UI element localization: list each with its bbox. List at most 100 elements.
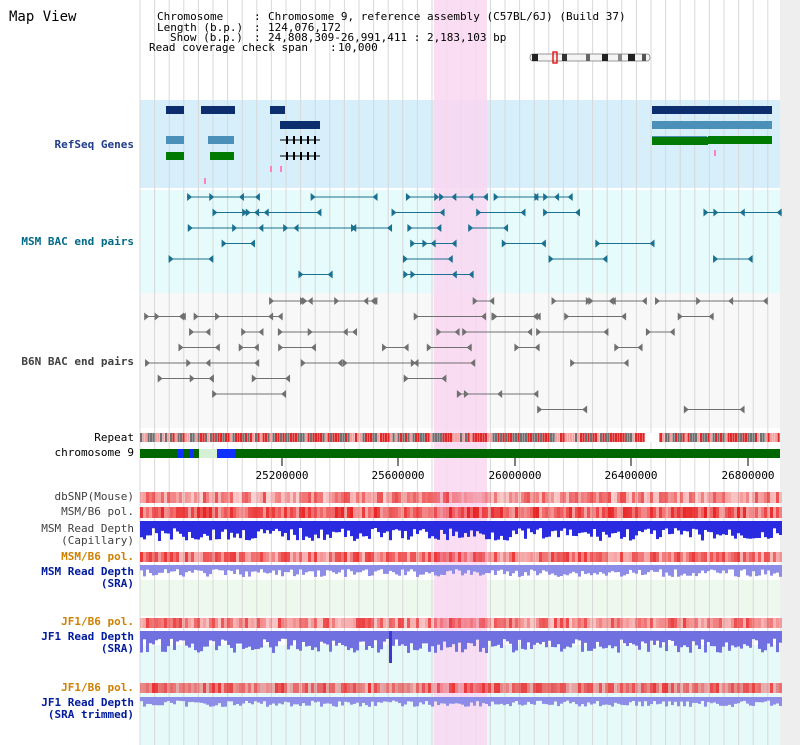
repeat-mark <box>402 433 405 442</box>
repeat-mark <box>217 433 220 442</box>
repeat-mark <box>532 433 535 442</box>
repeat-mark <box>185 433 188 442</box>
polymorphism-mark <box>179 618 182 628</box>
polymorphism-mark <box>410 618 413 628</box>
polymorphism-mark <box>764 618 767 628</box>
read-depth-jf1-trimmed-bar <box>761 697 764 703</box>
read-depth-capillary-bar <box>641 521 644 533</box>
read-depth-jf1-sra-bar <box>752 631 755 640</box>
polymorphism-mark <box>458 618 461 628</box>
repeat-mark <box>422 433 425 442</box>
read-depth-jf1-sra-bar <box>311 631 314 651</box>
read-depth-capillary-bar <box>494 521 497 541</box>
polymorphism-mark <box>686 552 689 562</box>
polymorphism-mark <box>440 618 443 628</box>
polymorphism-mark <box>467 552 470 562</box>
polymorphism-mark <box>695 618 698 628</box>
polymorphism-mark <box>215 552 218 562</box>
read-depth-capillary-bar <box>686 521 689 532</box>
read-depth-jf1-sra-bar <box>551 631 554 647</box>
polymorphism-mark <box>500 552 503 562</box>
msm-bac-pair-end <box>298 270 304 279</box>
read-depth-msm-sra-bar <box>329 565 332 571</box>
repeat-mark <box>410 433 413 442</box>
read-depth-capillary-bar <box>620 521 623 539</box>
read-depth-capillary-bar <box>437 521 440 540</box>
polymorphism-mark <box>320 507 323 518</box>
repeat-mark <box>695 433 698 442</box>
read-depth-jf1-sra-bar <box>770 631 773 647</box>
polymorphism-mark <box>236 552 239 562</box>
read-depth-jf1-sra-bar <box>527 631 530 643</box>
read-depth-msm-sra-bar <box>473 565 476 572</box>
read-depth-msm-sra-bar <box>314 565 317 577</box>
polymorphism-mark <box>422 552 425 562</box>
polymorphism-mark <box>686 507 689 518</box>
polymorphism-mark <box>329 552 332 562</box>
read-depth-jf1-trimmed-bar <box>176 697 179 701</box>
read-depth-msm-sra-bar <box>395 565 398 575</box>
polymorphism-mark <box>221 552 224 562</box>
track-label-b6n-bac[interactable]: B6N BAC end pairs <box>21 355 134 368</box>
read-depth-capillary-bar <box>464 521 467 534</box>
repeat-mark <box>225 433 228 442</box>
polymorphism-mark <box>428 618 431 628</box>
polymorphism-mark <box>356 552 359 562</box>
read-depth-jf1-trimmed-bar <box>308 697 311 706</box>
polymorphism-mark <box>374 507 377 518</box>
read-depth-jf1-sra-bar <box>749 631 752 648</box>
read-depth-msm-sra-bar <box>455 565 458 570</box>
polymorphism-mark <box>266 507 269 518</box>
polymorphism-mark <box>326 683 329 693</box>
polymorphism-mark <box>548 507 551 518</box>
repeat-mark <box>720 433 723 442</box>
polymorphism-mark <box>515 507 518 518</box>
msm-bac-pair-end <box>451 239 457 248</box>
read-depth-jf1-sra-bar <box>374 631 377 641</box>
polymorphism-mark <box>461 683 464 693</box>
polymorphism-mark <box>767 552 770 562</box>
polymorphism-mark <box>557 507 560 518</box>
polymorphism-mark <box>719 618 722 628</box>
read-depth-jf1-sra-bar <box>689 631 692 653</box>
polymorphism-mark <box>272 683 275 693</box>
repeat-mark <box>777 433 780 442</box>
read-depth-msm-sra-bar <box>377 565 380 571</box>
read-depth-msm-sra-bar <box>593 565 596 574</box>
read-depth-msm-sra-bar <box>245 565 248 572</box>
read-depth-jf1-sra-bar <box>281 631 284 639</box>
read-depth-jf1-trimmed-bar <box>587 697 590 703</box>
read-depth-jf1-trimmed-bar <box>500 697 503 704</box>
polymorphism-mark <box>185 492 188 503</box>
read-depth-jf1-sra-bar <box>641 631 644 642</box>
polymorphism-mark <box>155 507 158 518</box>
read-depth-capillary-bar <box>560 521 563 531</box>
read-depth-msm-sra-bar <box>590 565 593 576</box>
read-depth-jf1-trimmed-bar <box>398 697 401 704</box>
read-depth-msm-sra-bar <box>233 565 236 574</box>
track-label-msm-bac[interactable]: MSM BAC end pairs <box>21 235 134 248</box>
repeat-mark <box>165 433 168 442</box>
polymorphism-mark <box>446 618 449 628</box>
polymorphism-mark <box>437 492 440 503</box>
polymorphism-mark <box>365 618 368 628</box>
b6n-bac-pair-end <box>258 328 264 336</box>
polymorphism-mark <box>251 618 254 628</box>
polymorphism-mark <box>572 492 575 503</box>
repeat-mark <box>635 433 638 442</box>
repeat-mark <box>235 433 238 442</box>
polymorphism-mark <box>614 618 617 628</box>
repeat-mark <box>495 433 498 442</box>
polymorphism-mark <box>329 618 332 628</box>
polymorphism-mark <box>161 507 164 518</box>
track-label-refseq[interactable]: RefSeq Genes <box>54 138 134 151</box>
read-depth-capillary-bar <box>224 521 227 530</box>
polymorphism-mark <box>554 492 557 503</box>
repeat-mark <box>605 433 608 442</box>
polymorphism-mark <box>566 492 569 503</box>
msm-bac-pair-end <box>713 255 719 263</box>
read-depth-jf1-trimmed-bar <box>722 697 725 706</box>
polymorphism-mark <box>167 683 170 693</box>
read-depth-capillary-bar <box>779 521 782 535</box>
